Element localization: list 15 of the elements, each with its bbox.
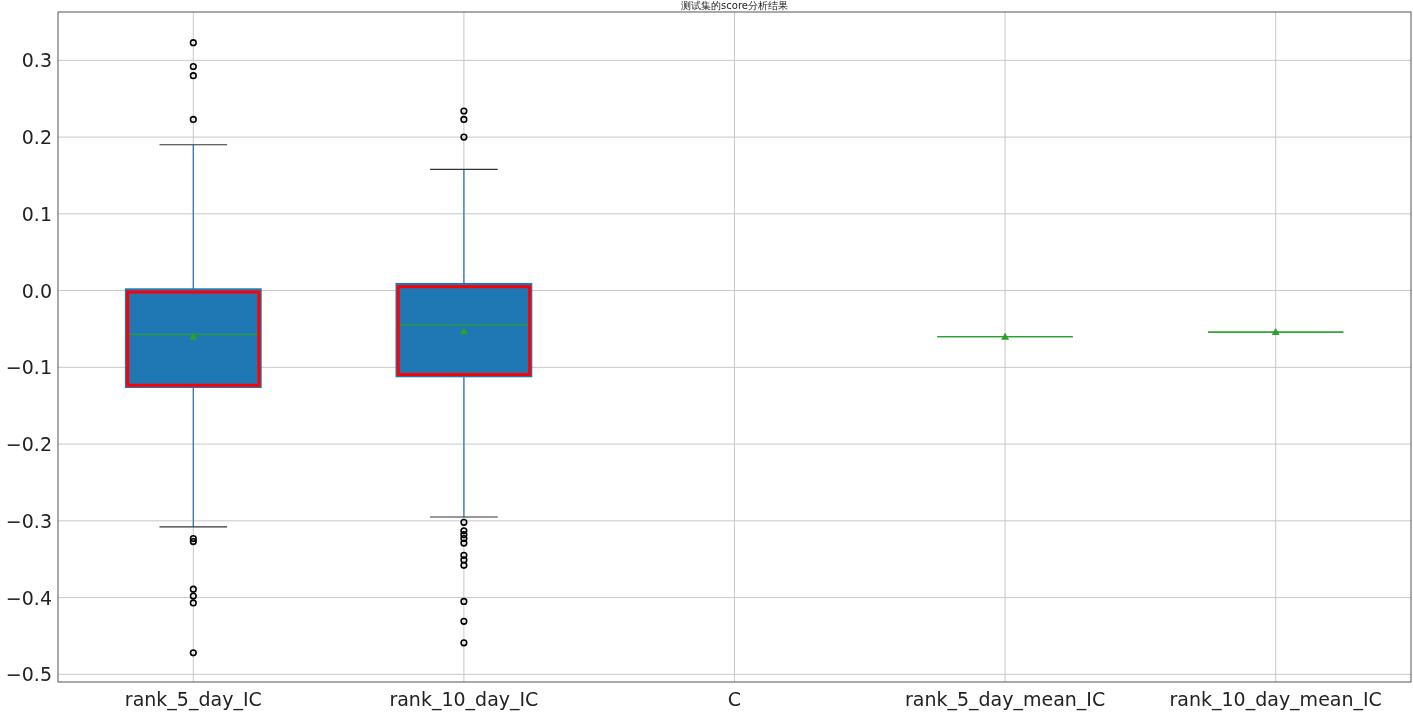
y-tick-label: 0.3 <box>21 49 52 72</box>
x-tick-label: rank_5_day_IC <box>124 688 262 711</box>
y-tick-label: −0.2 <box>5 433 52 456</box>
y-tick-label: 0.2 <box>21 126 52 149</box>
chart-title: 测试集的score分析结果 <box>681 0 788 11</box>
x-tick-label: rank_10_day_mean_IC <box>1169 688 1382 711</box>
x-tick-label: rank_10_day_IC <box>389 688 539 711</box>
y-tick-label: −0.3 <box>5 509 52 532</box>
y-tick-label: 0.1 <box>21 202 52 225</box>
x-tick-label: rank_5_day_mean_IC <box>904 688 1106 711</box>
y-tick-label: −0.4 <box>5 586 52 609</box>
y-tick-label: −0.1 <box>5 356 52 379</box>
x-tick-label: C <box>727 688 742 710</box>
y-tick-label: −0.5 <box>5 663 52 686</box>
y-tick-label: 0.0 <box>21 279 52 302</box>
